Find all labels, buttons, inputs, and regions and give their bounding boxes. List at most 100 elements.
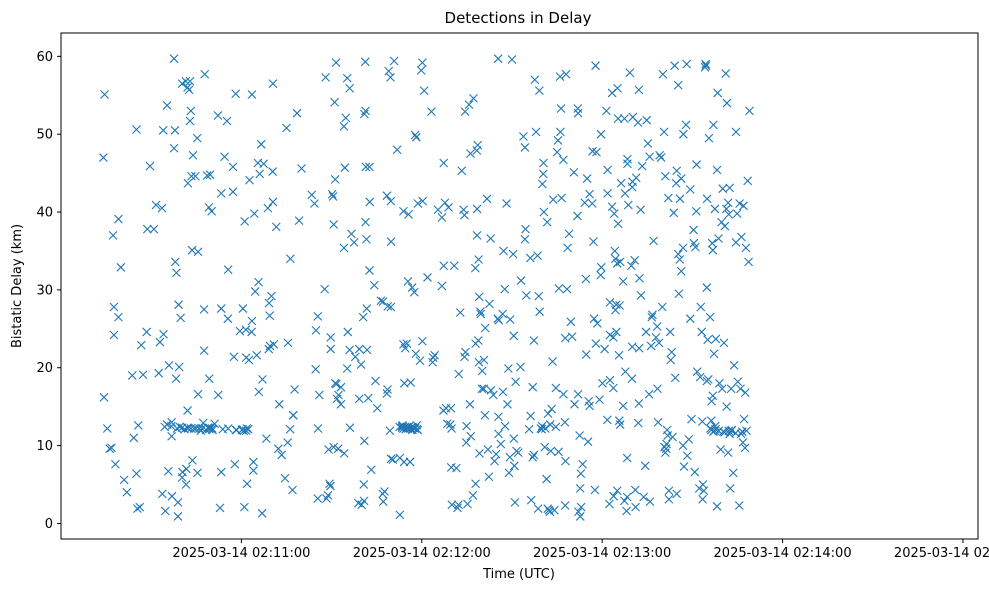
data-point-marker [440, 198, 450, 208]
data-point-marker [636, 205, 646, 215]
data-point-marker [559, 155, 568, 165]
data-point-marker [622, 506, 631, 516]
data-point-marker [181, 480, 191, 489]
data-point-marker [557, 193, 566, 203]
data-point-marker [494, 412, 503, 422]
data-point-marker [703, 335, 713, 345]
data-point-marker [356, 360, 366, 370]
data-point-marker [519, 132, 528, 141]
data-point-marker [407, 283, 417, 292]
data-point-marker [382, 389, 392, 398]
data-point-marker [157, 489, 167, 499]
data-point-marker [116, 262, 126, 272]
data-point-marker [578, 459, 588, 469]
data-point-marker [526, 495, 536, 505]
data-point-marker [386, 302, 396, 312]
data-point-marker [285, 424, 295, 434]
data-point-marker [510, 498, 520, 507]
data-point-marker [326, 344, 336, 354]
data-point-marker [608, 383, 618, 393]
data-point-marker [405, 457, 415, 467]
data-point-marker [228, 162, 238, 172]
data-point-marker [672, 489, 682, 499]
data-point-marker [465, 399, 475, 409]
data-point-marker [720, 221, 730, 231]
data-point-marker [580, 198, 590, 208]
data-point-marker [427, 107, 436, 117]
data-point-marker [585, 401, 594, 411]
data-point-marker [635, 273, 644, 283]
data-point-marker [500, 421, 510, 431]
data-point-marker [461, 438, 471, 447]
data-point-marker [384, 66, 394, 76]
data-point-marker [719, 338, 729, 348]
data-point-marker [341, 113, 351, 123]
data-point-marker [726, 384, 736, 394]
data-point-marker [313, 494, 323, 503]
data-point-marker [630, 485, 640, 495]
data-point-marker [596, 129, 606, 139]
data-point-marker [184, 85, 194, 95]
data-point-marker [743, 176, 753, 186]
data-point-marker [334, 390, 343, 400]
data-point-marker [462, 421, 471, 431]
data-point-marker [562, 284, 572, 294]
data-point-marker [486, 385, 496, 395]
data-point-marker [582, 174, 592, 183]
data-point-marker [516, 362, 525, 372]
data-point-marker [723, 198, 733, 208]
data-point-marker [255, 169, 265, 179]
data-point-marker [138, 370, 148, 380]
data-point-marker [637, 161, 647, 171]
data-point-marker [491, 449, 501, 459]
data-point-marker [701, 61, 711, 71]
data-point-marker [386, 454, 396, 464]
data-point-marker [721, 204, 731, 214]
data-point-marker [639, 492, 649, 502]
data-point-marker [157, 203, 167, 213]
data-point-marker [223, 424, 233, 433]
data-point-marker [603, 188, 612, 198]
data-point-marker [254, 387, 264, 397]
x-tick-label: 2025-03-14 02:11:00 [172, 546, 310, 561]
data-point-marker [503, 399, 512, 409]
data-point-marker [132, 125, 141, 134]
data-point-marker [740, 443, 750, 453]
data-point-marker [361, 106, 370, 116]
data-point-marker [676, 174, 686, 183]
data-point-marker [613, 83, 622, 93]
data-point-marker [539, 158, 548, 168]
x-tick-label: 2025-03-14 02:13:00 [533, 546, 671, 561]
data-point-marker [590, 485, 600, 495]
data-point-marker [698, 494, 707, 504]
data-point-marker [667, 347, 677, 357]
data-point-marker [247, 327, 257, 337]
data-point-marker [721, 69, 731, 78]
data-point-marker [673, 80, 683, 90]
data-point-marker [336, 399, 346, 409]
data-point-marker [482, 194, 492, 204]
data-point-marker [378, 497, 388, 507]
data-point-marker [433, 205, 443, 215]
data-point-marker [383, 385, 392, 394]
data-point-marker [553, 136, 563, 145]
data-point-marker [259, 159, 269, 169]
data-point-marker [327, 189, 337, 199]
data-point-marker [618, 276, 628, 286]
data-point-marker [343, 327, 353, 337]
data-point-marker [575, 484, 585, 493]
y-tick-label: 60 [36, 50, 53, 65]
data-point-marker [620, 367, 630, 377]
data-point-marker [496, 439, 506, 449]
data-point-marker [728, 468, 738, 478]
data-point-marker [459, 205, 468, 215]
data-point-marker [223, 265, 233, 275]
data-point-marker [164, 361, 174, 370]
data-point-marker [502, 199, 511, 208]
data-point-marker [323, 491, 333, 500]
data-point-marker [592, 147, 601, 157]
data-point-marker [634, 85, 644, 95]
data-point-marker [725, 484, 735, 493]
data-point-marker [653, 384, 662, 394]
data-point-marker [439, 261, 449, 271]
